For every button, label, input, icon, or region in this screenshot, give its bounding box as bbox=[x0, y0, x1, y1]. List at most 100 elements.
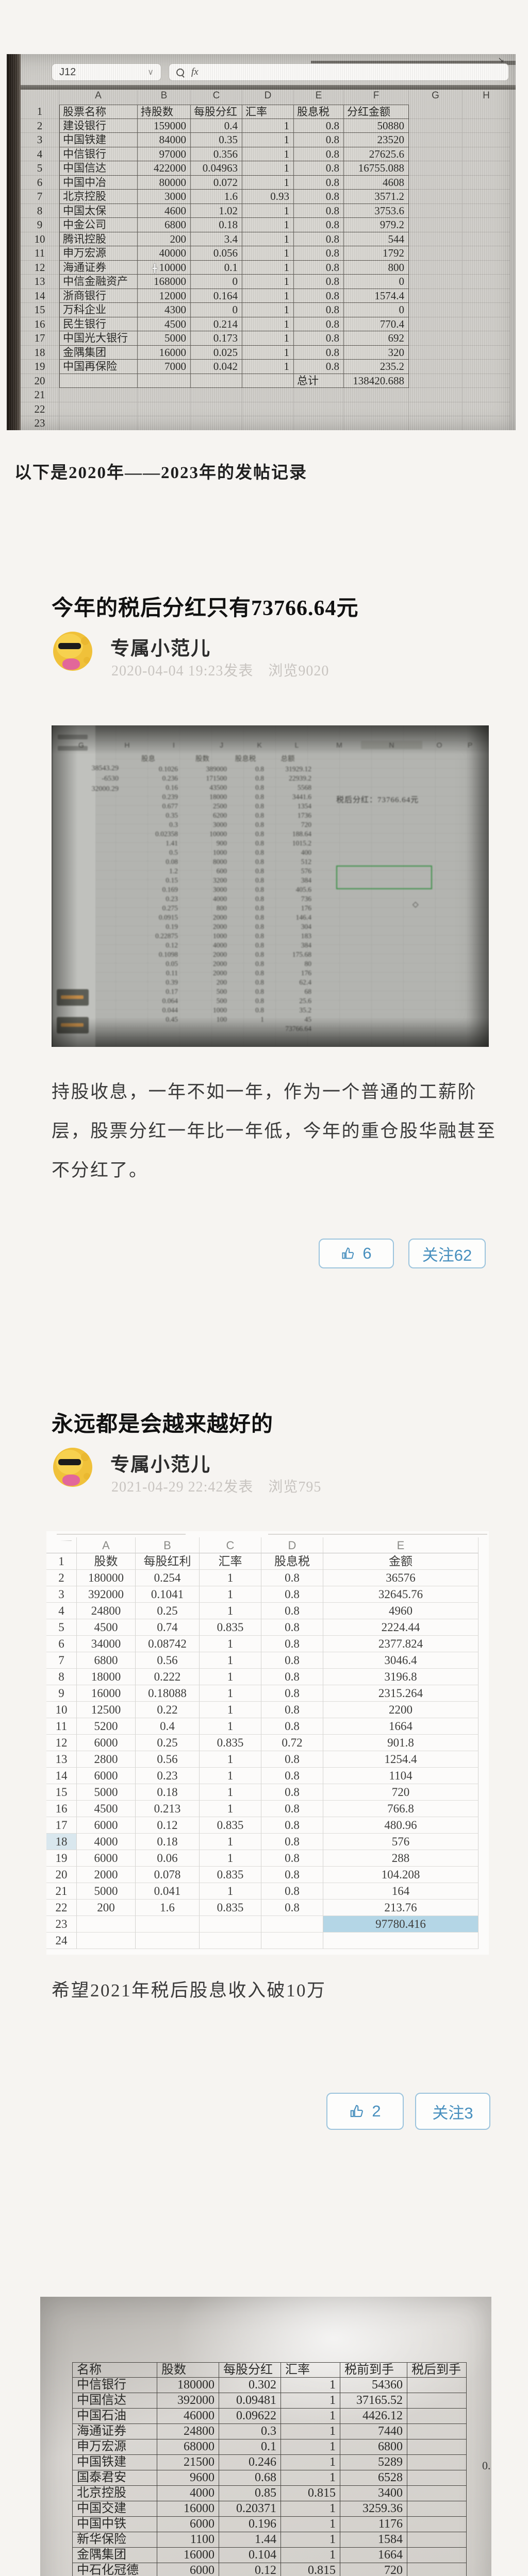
cell: 800 bbox=[344, 260, 409, 275]
table-row: 0.1098 2000 0.8 175.68 bbox=[119, 950, 320, 959]
cell: B bbox=[138, 90, 191, 105]
cell: 汇率 bbox=[242, 105, 294, 119]
cell: K bbox=[257, 741, 262, 749]
cell: 0.8 bbox=[294, 218, 344, 232]
cell bbox=[409, 317, 463, 331]
cell: 0.025 bbox=[191, 345, 242, 360]
blurred-button[interactable] bbox=[57, 989, 89, 1006]
cell: 中国石油 bbox=[72, 2409, 157, 2424]
cell: 1104 bbox=[323, 1768, 478, 1784]
avatar[interactable] bbox=[53, 1448, 92, 1487]
cell: 0.835 bbox=[200, 1867, 261, 1883]
cell bbox=[463, 331, 510, 346]
cell: 27625.6 bbox=[344, 147, 409, 161]
cell: 500 bbox=[216, 997, 227, 1005]
cell: 中石化冠德 bbox=[72, 2563, 157, 2576]
cell: 1 bbox=[242, 331, 294, 346]
cell: 2000 bbox=[213, 969, 227, 977]
cell bbox=[463, 402, 510, 416]
cell: 389000 bbox=[206, 765, 227, 773]
cell: 中国中铁 bbox=[72, 2517, 157, 2532]
like-button[interactable]: 6 bbox=[319, 1239, 394, 1268]
post1-title[interactable]: 今年的税后分红只有73766.64元 bbox=[52, 597, 359, 620]
cell bbox=[242, 416, 294, 430]
avatar[interactable] bbox=[53, 632, 92, 671]
cell: 97780.416 bbox=[323, 1916, 478, 1933]
cell: 7 bbox=[46, 1652, 77, 1669]
cell: 1 bbox=[242, 289, 294, 303]
cell: 0.8 bbox=[294, 317, 344, 331]
cell: 1664 bbox=[323, 1718, 478, 1735]
cell bbox=[294, 388, 344, 402]
formula-bar[interactable]: fx bbox=[169, 63, 509, 81]
post2-author[interactable]: 专属小范儿 bbox=[110, 1454, 211, 1476]
cell: 中国太保 bbox=[59, 204, 138, 218]
cell: 1 bbox=[200, 1570, 261, 1586]
cell: 392000 bbox=[77, 1586, 136, 1603]
cell: 5568 bbox=[298, 784, 311, 791]
cell: 1 bbox=[242, 218, 294, 232]
cell: F bbox=[344, 90, 409, 105]
cell: 0.8 bbox=[255, 913, 264, 921]
cell: 0.22 bbox=[136, 1702, 200, 1718]
cell: 405.6 bbox=[295, 886, 311, 893]
post2-title[interactable]: 永远都是会越来越好的 bbox=[52, 1413, 274, 1436]
cell bbox=[463, 246, 510, 261]
cell: 3753.6 bbox=[344, 204, 409, 218]
cell: 1 bbox=[242, 161, 294, 176]
cell: 901.8 bbox=[323, 1735, 478, 1751]
cell: 0.835 bbox=[200, 1619, 261, 1636]
cell: 104.208 bbox=[323, 1867, 478, 1883]
cell: 18 bbox=[21, 345, 59, 360]
cell: 0.8 bbox=[261, 1652, 323, 1669]
cell: 1 bbox=[281, 2517, 340, 2532]
blurred-button[interactable] bbox=[57, 1017, 89, 1033]
cell: 汇率 bbox=[281, 2362, 340, 2378]
cell bbox=[407, 2548, 467, 2563]
cell bbox=[138, 388, 191, 402]
cell-name-box[interactable]: J12 ∨ bbox=[52, 63, 161, 81]
cell: 0.72 bbox=[261, 1735, 323, 1751]
like-button[interactable]: 2 bbox=[326, 2093, 404, 2130]
magnifier-icon bbox=[176, 68, 184, 76]
cell: 4608 bbox=[344, 175, 409, 190]
cell: 12000 bbox=[138, 289, 191, 303]
cell: 1 bbox=[200, 1652, 261, 1669]
cell: 0.8 bbox=[255, 849, 264, 856]
printed-table: 名称 股数 每股分红 汇率 税前到手 税后到手 中信银行 180000 0.302 1 54360 中… bbox=[72, 2362, 467, 2576]
cell: 0.22875 bbox=[155, 932, 178, 940]
cell: 5200 bbox=[77, 1718, 136, 1735]
cell: 0 bbox=[191, 303, 242, 317]
cell: 159000 bbox=[138, 118, 191, 133]
cell: 46000 bbox=[157, 2409, 219, 2424]
cell: 0.064 bbox=[162, 997, 178, 1005]
follow-button[interactable]: 关注62 bbox=[408, 1239, 486, 1268]
cell: 22 bbox=[46, 1900, 77, 1916]
table-row: 0.0915 2000 0.8 146.4 bbox=[119, 913, 320, 922]
cell bbox=[407, 2424, 467, 2439]
follow-button[interactable]: 关注3 bbox=[415, 2093, 490, 2130]
cell: 0.09481 bbox=[219, 2393, 281, 2409]
cell: 0.15 bbox=[166, 876, 178, 884]
cell: 979.2 bbox=[344, 218, 409, 232]
post1-author[interactable]: 专属小范儿 bbox=[110, 638, 211, 659]
cell: 0.45 bbox=[166, 1015, 178, 1023]
cell-reference: J12 bbox=[59, 66, 76, 78]
cell: 900 bbox=[216, 839, 227, 847]
cell bbox=[59, 388, 138, 402]
post1-body: 持股收息，一年不如一年，作为一个普通的工薪阶层，股票分红一年比一年低，今年的重仓… bbox=[52, 1082, 497, 1180]
cell: 总额 bbox=[280, 755, 295, 762]
table-row: 申万宏源 68000 0.1 1 6800 bbox=[72, 2439, 467, 2455]
cell: 1 bbox=[242, 260, 294, 275]
cell: 16 bbox=[46, 1801, 77, 1817]
table-row: 6 34000 0.08742 1 0.8 2377.824 bbox=[46, 1636, 484, 1652]
cell: 0.042 bbox=[191, 360, 242, 374]
thumb-up-icon bbox=[351, 2105, 364, 2117]
cell: 每股红利 bbox=[136, 1553, 200, 1570]
cell: 100 bbox=[216, 1015, 227, 1023]
cell: 1 bbox=[281, 2378, 340, 2393]
table-row: 7 北京控股 3000 1.6 0.93 0.8 3571.2 bbox=[21, 190, 516, 204]
cell: 1 bbox=[242, 317, 294, 331]
select-all-corner bbox=[60, 1540, 72, 1541]
cell: 0.8 bbox=[255, 839, 264, 847]
